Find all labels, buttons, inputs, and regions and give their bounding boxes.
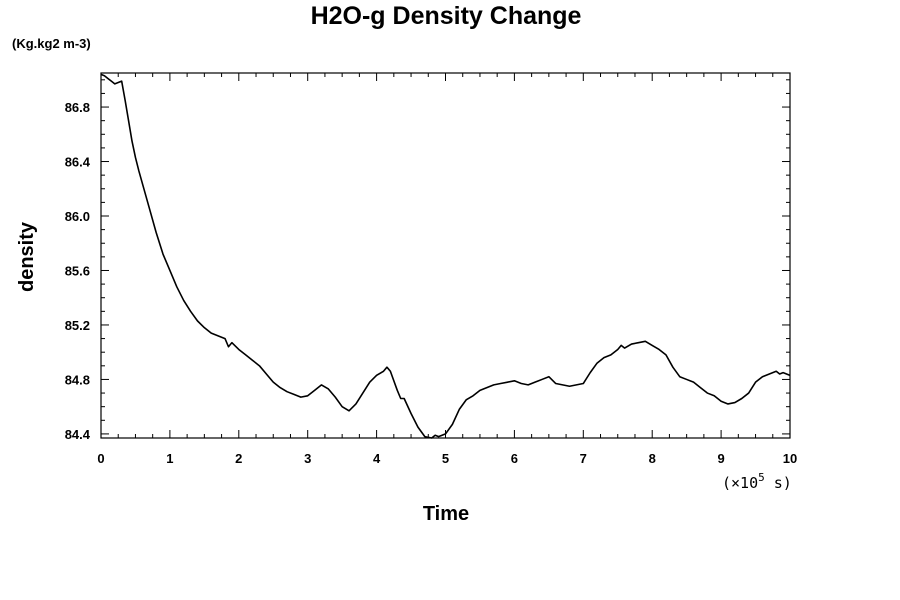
x-tick-label: 7	[580, 451, 587, 466]
x-tick-label: 6	[511, 451, 518, 466]
x-scale-exponent: 5	[758, 471, 765, 484]
y-tick-label: 84.8	[65, 372, 90, 387]
x-axis-label: Time	[423, 503, 469, 525]
axis-ticks	[100, 73, 791, 438]
y-tick-label: 86.0	[65, 209, 90, 224]
x-tick-label: 5	[442, 451, 449, 466]
y-tick-labels: 84.4 84.8 85.2 85.6 86.0 86.4 86.8	[65, 100, 91, 442]
x-tick-label: 1	[166, 451, 173, 466]
y-tick-label: 86.4	[65, 155, 91, 170]
x-tick-label: 0	[97, 451, 104, 466]
x-tick-label: 2	[235, 451, 242, 466]
y-tick-label: 86.8	[65, 100, 90, 115]
x-tick-label: 3	[304, 451, 311, 466]
x-tick-label: 9	[717, 451, 724, 466]
x-scale-unit: s)	[765, 474, 792, 492]
x-scale-label: (×105 s)	[722, 471, 792, 492]
chart-title: H2O-g Density Change	[311, 2, 582, 30]
y-axis-label: density	[16, 221, 38, 292]
x-tick-label: 4	[373, 451, 381, 466]
x-tick-label: 8	[649, 451, 656, 466]
series-group	[100, 73, 791, 439]
x-tick-labels: 0 1 2 3 4 5 6 7 8 9 10	[97, 451, 797, 466]
series-line-1	[100, 73, 791, 439]
y-tick-label: 85.2	[65, 318, 90, 333]
x-tick-label: 10	[783, 451, 797, 466]
y-tick-label: 85.6	[65, 263, 90, 278]
x-scale-prefix: (×10	[722, 474, 758, 492]
y-tick-label: 84.4	[65, 427, 91, 442]
y-unit-label: (Kg.kg2 m-3)	[12, 36, 91, 51]
plot-area	[100, 72, 791, 439]
